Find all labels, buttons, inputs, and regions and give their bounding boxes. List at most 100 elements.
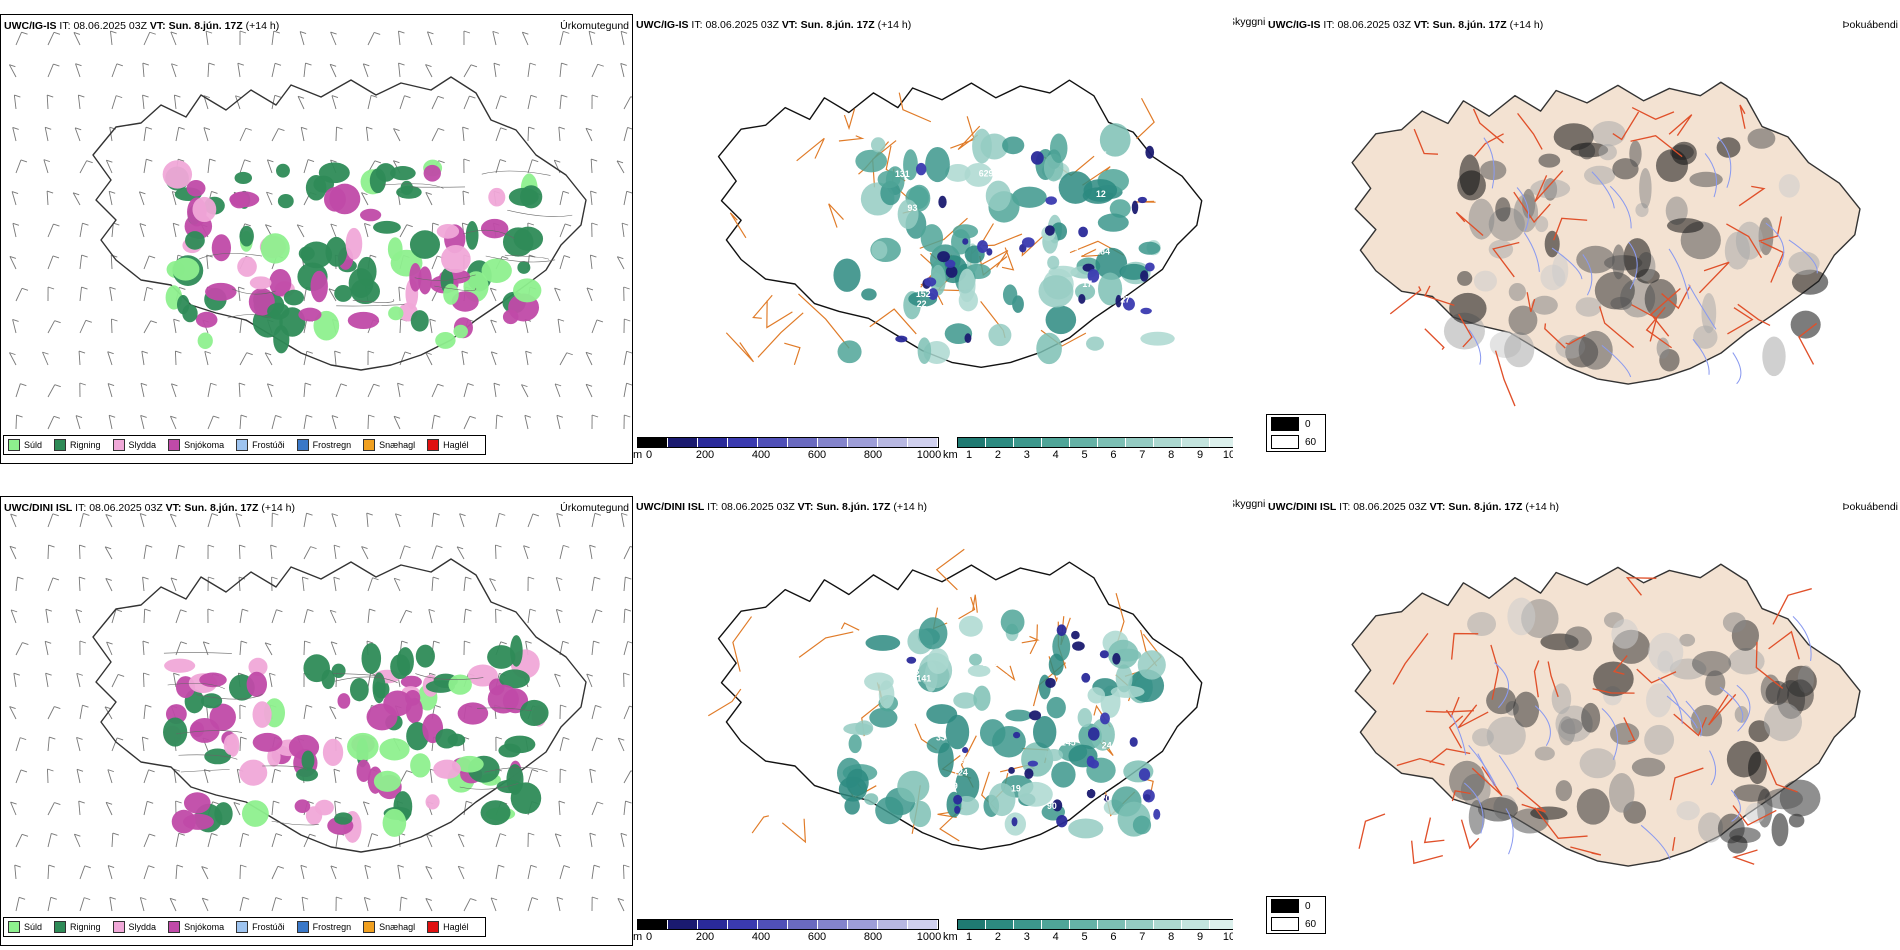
fog-index-area xyxy=(1745,802,1766,824)
legend-swatch xyxy=(112,439,125,451)
low-cloud-area xyxy=(954,805,961,814)
precip-area xyxy=(379,738,410,761)
low-cloud-area xyxy=(1112,653,1121,665)
cloud-base-value: 296 xyxy=(1006,169,1021,179)
road-line xyxy=(840,622,860,631)
colorbar-tick-label: 400 xyxy=(751,931,771,943)
low-cloud-area xyxy=(895,335,908,343)
precip-area xyxy=(467,664,498,687)
road-line xyxy=(1636,668,1677,684)
visibility-area xyxy=(958,615,983,637)
colorbar-tick-label: 2 xyxy=(994,449,1001,461)
fog-index-area xyxy=(1538,153,1561,168)
road-line xyxy=(838,135,865,142)
visibility-area xyxy=(1099,123,1131,157)
road-line xyxy=(1448,715,1464,749)
cloud-base-value: 145 xyxy=(1061,737,1076,747)
panel-title: Úrkomutegund xyxy=(560,502,629,514)
low-cloud-area xyxy=(1044,225,1055,236)
low-cloud-area xyxy=(1129,737,1138,747)
river-line xyxy=(1516,187,1530,232)
precip-area xyxy=(190,721,205,738)
visibility-area xyxy=(897,199,919,230)
visibility-area xyxy=(1045,305,1077,335)
visibility-area xyxy=(1047,255,1060,270)
fog-index-area xyxy=(1747,128,1776,149)
visibility-area xyxy=(1090,718,1115,751)
visibility-area xyxy=(837,340,862,364)
precip-area xyxy=(273,325,290,354)
fog-index-area xyxy=(1733,784,1770,802)
colorbar-bin xyxy=(788,438,818,447)
road-line xyxy=(869,308,917,335)
precip-area xyxy=(457,702,489,725)
road-line xyxy=(1755,641,1784,689)
visibility-area xyxy=(1018,781,1053,807)
fog-index-area xyxy=(1629,140,1642,167)
fog-index-area xyxy=(1611,619,1639,649)
colorbar-tick-label: 800 xyxy=(863,931,883,943)
map-header: UWC/IG-IS IT: 08.06.2025 03Z VT: Sun. 8.… xyxy=(636,19,912,31)
colorbar-strip xyxy=(637,919,939,930)
fog-index-area xyxy=(1610,722,1640,745)
precip-area xyxy=(334,812,353,825)
fog-index-area xyxy=(1593,661,1634,697)
cloud-base-value: 131 xyxy=(895,169,910,179)
precip-area xyxy=(465,221,479,250)
colorbar-tick-label: 1 xyxy=(965,931,973,943)
visibility-area xyxy=(958,268,976,303)
colorbar-tick-label: 1000 xyxy=(916,449,942,461)
road-line xyxy=(1082,166,1111,186)
visibility-area xyxy=(1002,284,1018,306)
low-cloud-area xyxy=(1072,641,1085,651)
colorbar-bin xyxy=(1042,920,1070,929)
low-cloud-area xyxy=(938,195,947,209)
colorbar-unit: m xyxy=(633,449,643,461)
visibility-area xyxy=(855,149,888,173)
cloud-base-value: 12 xyxy=(1096,189,1106,199)
precip-area xyxy=(163,717,188,747)
colorbar-bin xyxy=(1070,438,1098,447)
colorbar-tick-label: 3 xyxy=(1023,449,1030,461)
colorbar-bin xyxy=(1126,920,1154,929)
colorbar-bin xyxy=(638,438,668,447)
road-line xyxy=(1547,661,1559,698)
colorbar-bin xyxy=(986,438,1014,447)
precip-area xyxy=(433,759,461,779)
road-line xyxy=(979,250,1009,268)
road-line xyxy=(757,312,804,358)
legend-item: Snjókoma xyxy=(168,439,224,451)
river-line xyxy=(1628,241,1638,290)
road-line xyxy=(935,548,965,591)
visibility-area xyxy=(1021,742,1054,777)
low-cloud-area xyxy=(977,240,989,254)
visibility-area xyxy=(897,770,930,803)
fog-index-area xyxy=(1544,230,1560,258)
colorbar-unit: m xyxy=(633,931,643,943)
visibility-area xyxy=(843,722,873,735)
precip-type-map-dini: UWC/DINI ISL IT: 08.06.2025 03Z VT: Sun.… xyxy=(0,496,633,946)
colorbar-tick-label: 0 xyxy=(645,931,653,943)
low-cloud-area xyxy=(1045,196,1057,205)
legend-swatch xyxy=(8,921,20,933)
map-header: UWC/IG-IS IT: 08.06.2025 03Z VT: Sun. 8.… xyxy=(4,20,280,32)
river-line xyxy=(1483,137,1495,189)
cloud-base-value: 629 xyxy=(979,169,994,179)
road-line xyxy=(828,203,844,228)
precip-area xyxy=(237,256,257,277)
precip-area xyxy=(350,278,380,305)
low-cloud-area xyxy=(924,277,937,287)
low-cloud-area xyxy=(928,288,939,301)
colorbar-bin xyxy=(668,438,698,447)
low-cloud-area xyxy=(1028,710,1042,721)
fog-index-area xyxy=(1693,325,1718,349)
precip-area xyxy=(252,732,283,752)
fog-index-area xyxy=(1578,330,1613,370)
fog-index-area xyxy=(1679,633,1696,647)
visibility-area xyxy=(877,170,901,189)
precip-area xyxy=(199,672,227,688)
road-line xyxy=(1764,759,1798,793)
fog-index-area xyxy=(1457,170,1486,201)
legend-label: Slydda xyxy=(128,922,157,932)
low-cloud-area xyxy=(1027,760,1039,767)
